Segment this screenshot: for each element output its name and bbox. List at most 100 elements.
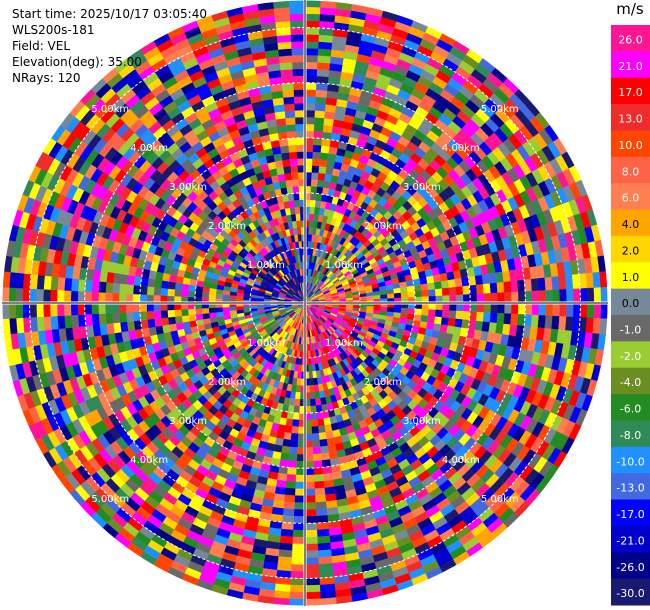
velocity-gate: [304, 557, 319, 565]
velocity-gate: [322, 410, 330, 419]
velocity-gate: [317, 62, 331, 71]
velocity-gate: [304, 41, 319, 49]
velocity-gate: [434, 281, 443, 290]
velocity-gate: [304, 571, 320, 579]
velocity-gate: [292, 522, 306, 531]
velocity-gate: [181, 315, 190, 323]
velocity-gate: [434, 309, 443, 318]
velocity-gate: [454, 318, 463, 328]
velocity-gate: [319, 152, 329, 161]
velocity-gate: [286, 474, 297, 482]
velocity-gate: [222, 306, 230, 312]
velocity-gate: [304, 89, 317, 97]
velocity-gate: [304, 522, 318, 531]
velocity-gate: [317, 55, 332, 64]
velocity-gate: [309, 391, 316, 400]
velocity-gate: [98, 292, 106, 304]
velocity-gate: [288, 598, 306, 607]
velocity-gate: [304, 75, 318, 84]
velocity-gate: [407, 308, 416, 315]
velocity-gate: [304, 68, 318, 77]
velocity-gate: [319, 438, 328, 447]
velocity-gate: [194, 291, 203, 298]
velocity-gate: [293, 405, 300, 414]
velocity-gate: [112, 302, 120, 314]
velocity-gate: [22, 317, 32, 333]
velocity-gate: [319, 445, 329, 454]
velocity-gate: [531, 302, 540, 316]
velocity-gate: [317, 48, 332, 57]
velocity-gate: [359, 296, 368, 301]
velocity-gate: [70, 290, 79, 304]
velocity-gate: [316, 528, 330, 537]
velocity-gate: [518, 302, 526, 315]
velocity-gate: [319, 159, 328, 168]
velocity-gate: [290, 432, 299, 441]
velocity-sectors: [1, 0, 609, 607]
velocity-gate: [50, 289, 58, 304]
velocity-gate: [447, 317, 456, 327]
velocity-gate: [56, 302, 65, 317]
velocity-gate: [476, 311, 484, 322]
velocity-gate: [215, 311, 224, 318]
velocity-gate: [468, 275, 477, 286]
velocity-gate: [314, 103, 327, 112]
velocity-gate: [310, 192, 317, 201]
velocity-gate: [15, 287, 24, 304]
velocity-gate: [318, 432, 327, 441]
velocity-gate: [307, 357, 312, 366]
velocity-gate: [441, 310, 450, 319]
velocity-gate: [566, 302, 574, 318]
velocity-gate: [276, 569, 292, 579]
velocity-gate: [77, 290, 86, 304]
velocity-gate: [421, 308, 429, 317]
velocity-gate: [304, 34, 320, 42]
velocity-gate: [322, 124, 334, 134]
velocity-gate: [312, 439, 321, 448]
velocity-gate: [387, 293, 395, 299]
velocity-gate: [518, 291, 526, 304]
velocity-gate: [489, 312, 498, 324]
velocity-gate: [84, 279, 93, 292]
velocity-gate: [481, 321, 491, 333]
velocity-gate: [474, 320, 484, 332]
velocity-gate: [304, 543, 319, 552]
velocity-gate: [496, 312, 505, 325]
velocity-gate: [112, 312, 121, 324]
velocity-gate: [147, 278, 156, 288]
velocity-gate: [559, 289, 567, 304]
velocity-gate: [304, 488, 316, 496]
velocity-gate: [317, 172, 326, 181]
velocity-gate: [294, 502, 306, 510]
velocity-gate: [278, 459, 289, 468]
velocity-gate: [201, 292, 210, 299]
velocity-gate: [313, 384, 320, 393]
velocity-gate: [317, 418, 325, 427]
velocity-gate: [22, 288, 31, 304]
velocity-gate: [308, 378, 314, 386]
velocity-gate: [440, 317, 449, 326]
velocity-gate: [448, 286, 457, 296]
velocity-gate: [474, 274, 484, 286]
velocity-gate: [181, 308, 189, 317]
velocity-gate: [544, 276, 553, 291]
velocity-gate: [314, 398, 322, 406]
velocity-gate: [420, 283, 429, 291]
velocity-gate: [482, 283, 491, 294]
velocity-gate: [448, 310, 457, 320]
velocity-gate: [469, 284, 478, 295]
velocity-gate: [317, 535, 331, 544]
velocity-gate: [313, 474, 324, 482]
velocity-gate: [280, 452, 290, 461]
velocity-gate: [276, 563, 292, 572]
velocity-gate: [304, 577, 320, 586]
velocity-gate: [565, 316, 574, 332]
velocity-gate: [537, 277, 546, 291]
velocity-gate: [8, 302, 17, 319]
velocity-gate: [538, 290, 547, 304]
velocity-gate: [9, 271, 18, 289]
velocity-gate: [461, 276, 470, 287]
velocity-gate: [36, 302, 44, 318]
velocity-gate: [319, 14, 336, 23]
velocity-gate: [278, 542, 293, 551]
